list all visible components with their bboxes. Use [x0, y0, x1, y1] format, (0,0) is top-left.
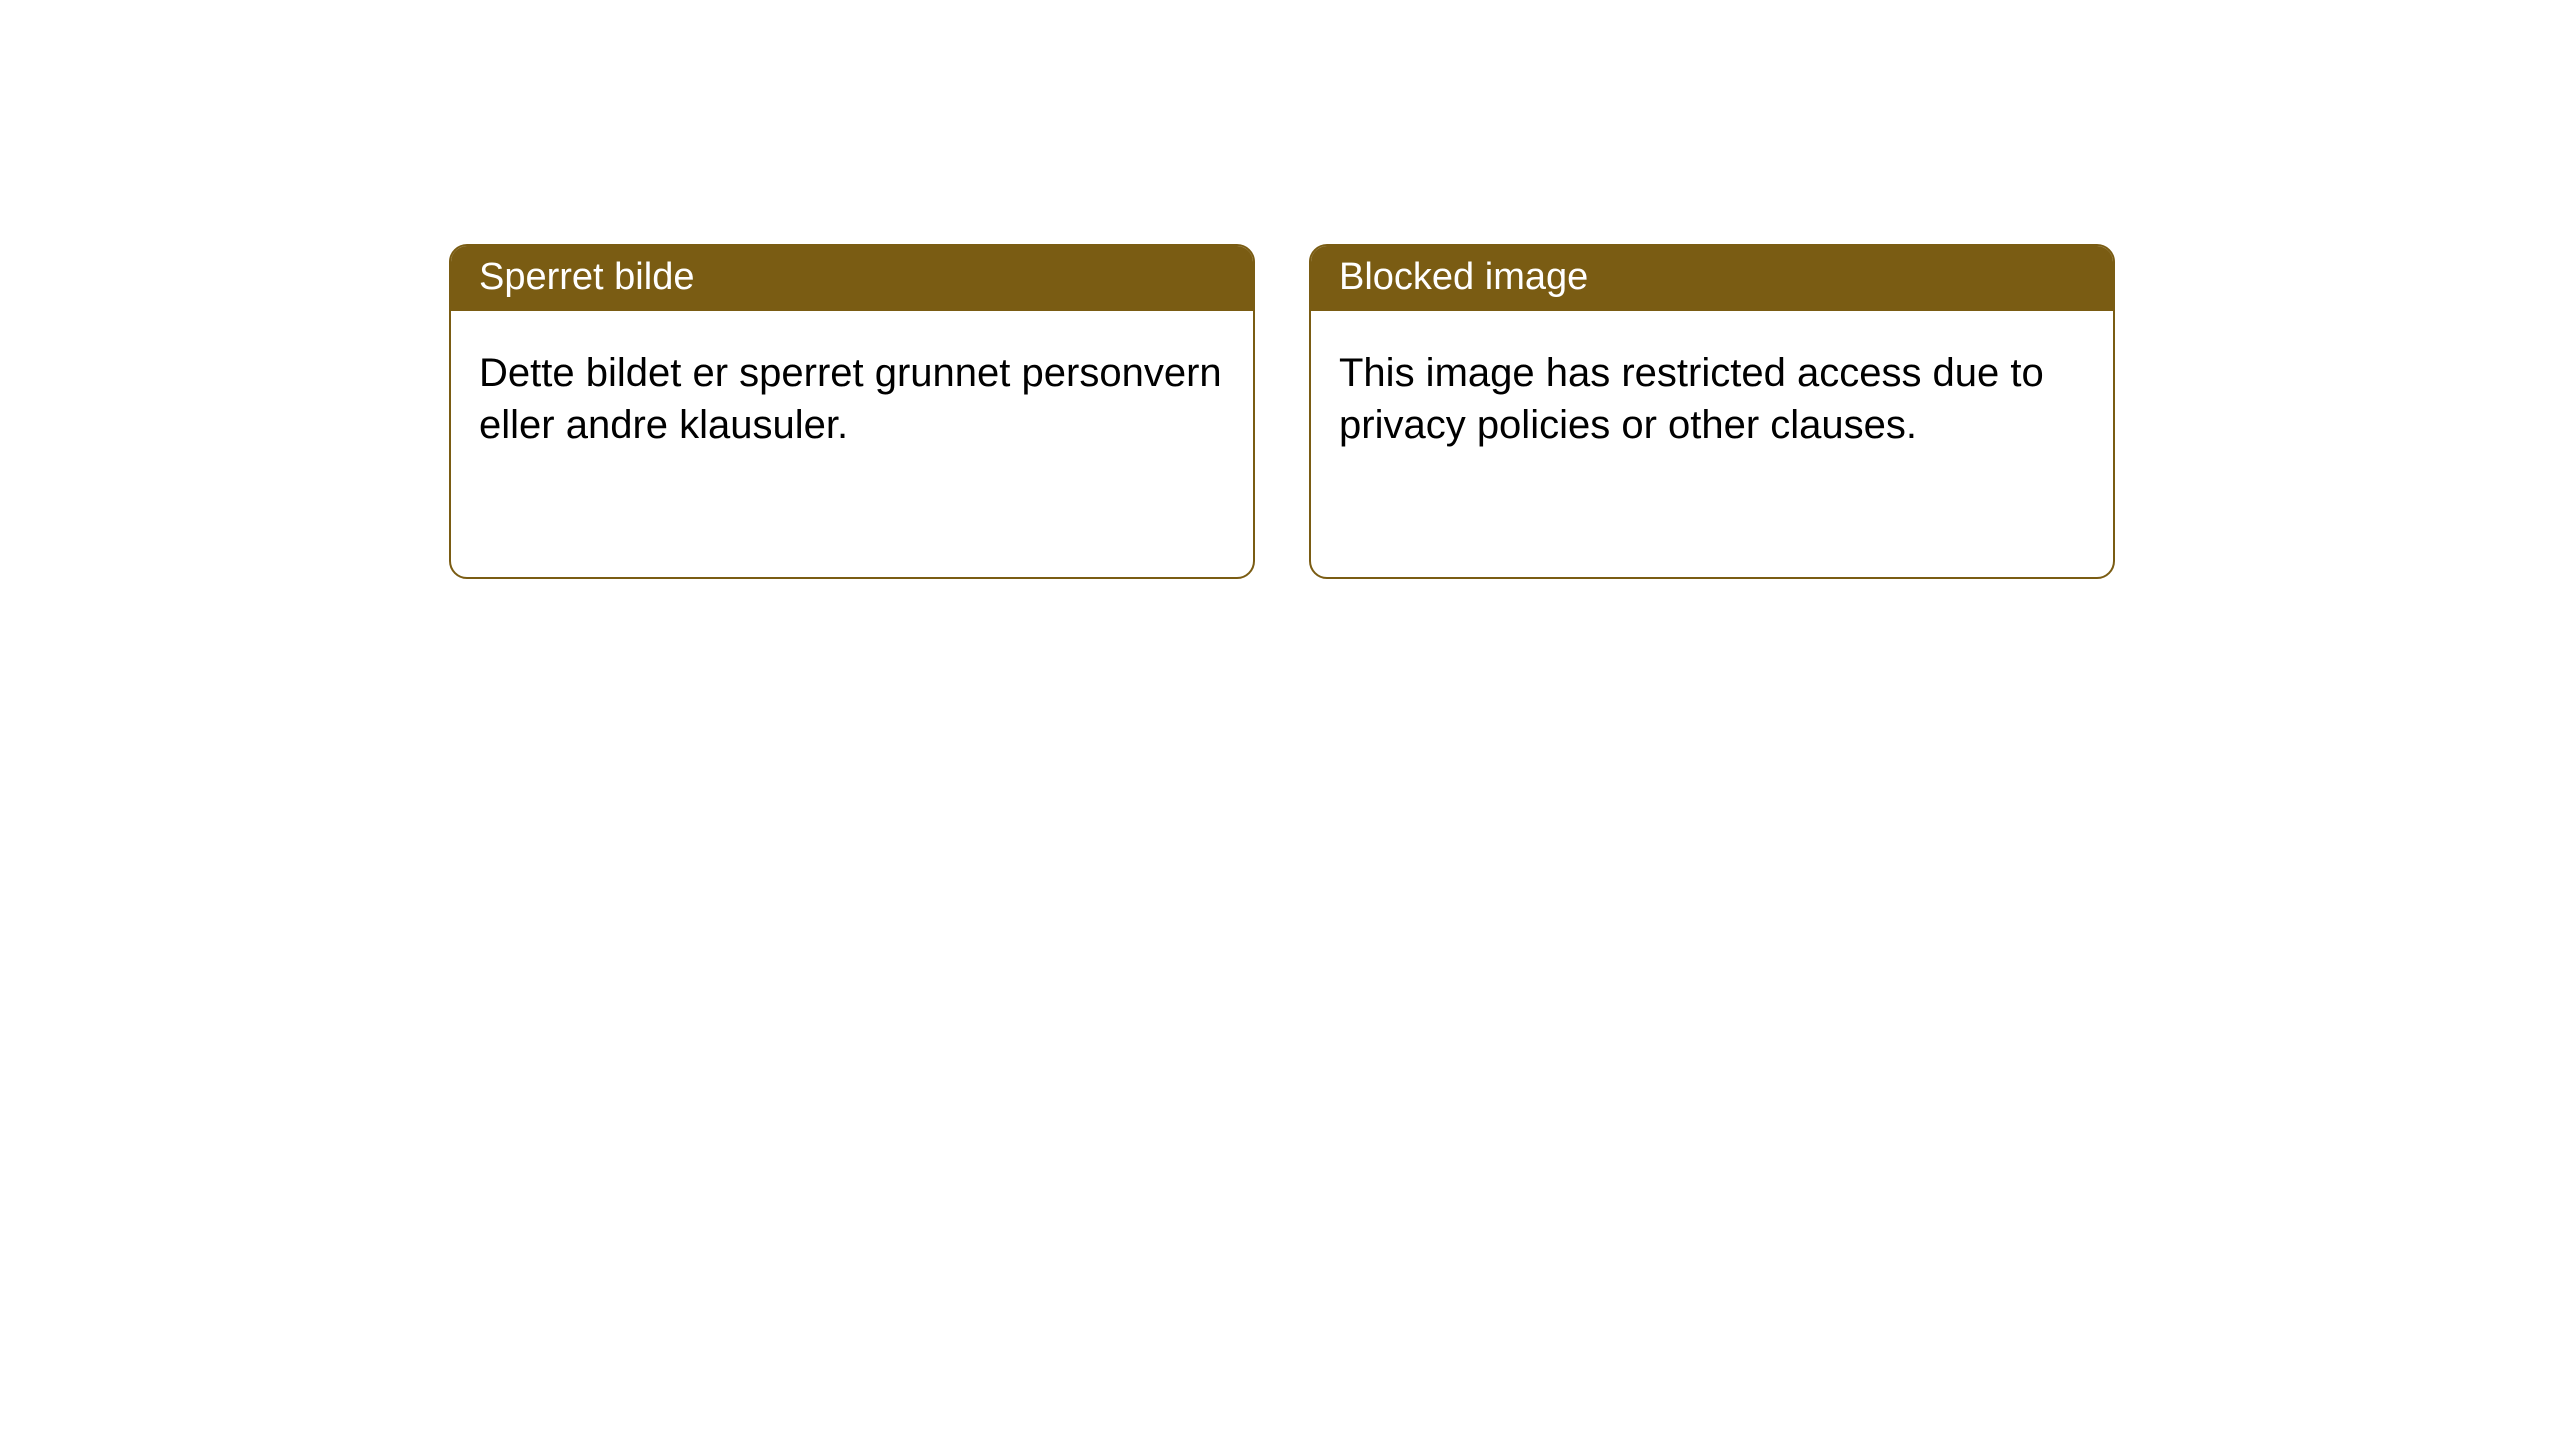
card-title: Sperret bilde — [451, 246, 1253, 311]
notice-card-norwegian: Sperret bilde Dette bildet er sperret gr… — [449, 244, 1255, 579]
card-title: Blocked image — [1311, 246, 2113, 311]
notice-cards-container: Sperret bilde Dette bildet er sperret gr… — [0, 0, 2560, 579]
card-body: Dette bildet er sperret grunnet personve… — [451, 311, 1253, 487]
card-body: This image has restricted access due to … — [1311, 311, 2113, 487]
notice-card-english: Blocked image This image has restricted … — [1309, 244, 2115, 579]
